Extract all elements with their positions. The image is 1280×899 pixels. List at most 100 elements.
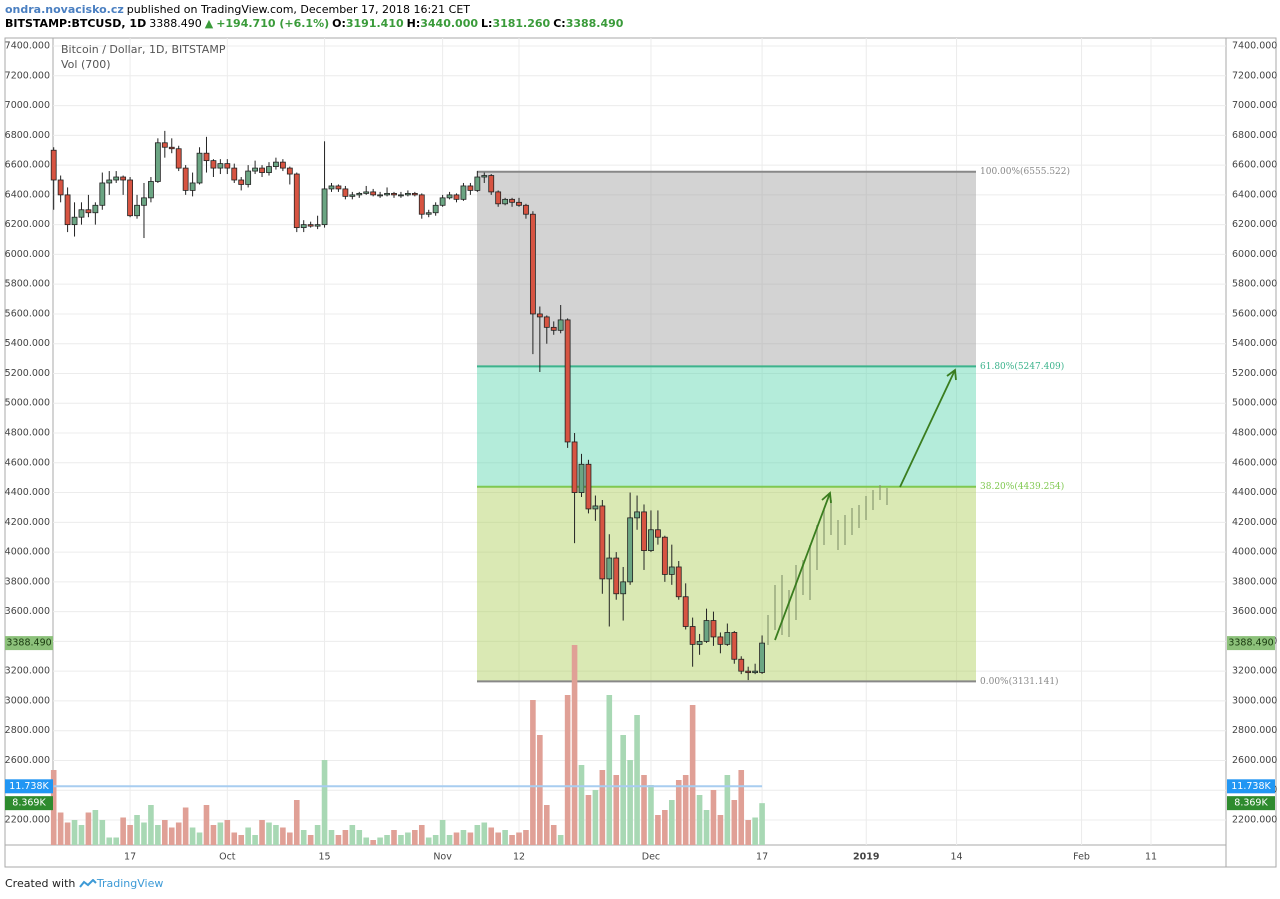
- y-tick-label: 6400.000: [5, 189, 50, 200]
- volume-bar: [127, 825, 133, 845]
- candle-body: [252, 167, 258, 172]
- volume-bar: [342, 830, 349, 845]
- volume-bar: [148, 805, 154, 845]
- volume-badge-bg: [1227, 796, 1275, 811]
- candle-body: [154, 142, 161, 182]
- y-tick-label-right: 3000.000: [1232, 695, 1277, 706]
- volume-bar: [682, 775, 689, 845]
- volume-bar: [141, 822, 147, 845]
- candle-body: [189, 182, 196, 191]
- y-tick-label: 6000.000: [5, 249, 50, 260]
- volume-bar: [710, 790, 717, 845]
- candle-body: [627, 517, 634, 583]
- volume-bar: [731, 800, 738, 845]
- candle-body: [759, 642, 765, 673]
- candle-body: [224, 163, 231, 169]
- volume-bar: [585, 795, 592, 845]
- volume-bar: [425, 837, 432, 845]
- author[interactable]: ondra.novacisko.cz: [5, 3, 124, 16]
- volume-bar: [523, 830, 529, 845]
- candle-body: [564, 319, 571, 443]
- volume-bar: [113, 837, 119, 845]
- volume-bar: [363, 837, 370, 845]
- candle-body: [418, 194, 425, 215]
- x-tick-label: 17: [124, 852, 136, 863]
- volume-bar: [405, 832, 411, 845]
- volume-bar: [50, 770, 57, 845]
- volume-bar: [196, 832, 203, 845]
- volume-bar: [231, 832, 238, 845]
- candle-body: [710, 620, 717, 638]
- candle-body: [286, 167, 293, 175]
- candles: [50, 130, 765, 681]
- y-tick-label-right: 6000.000: [1232, 249, 1277, 260]
- y-tick-label-right: 4400.000: [1232, 487, 1277, 498]
- candle-body: [411, 192, 418, 196]
- volume-bar: [203, 805, 210, 845]
- volume-bar: [182, 807, 189, 845]
- volume-ma-badge-bg: [5, 779, 53, 794]
- y-tick-label-right: 4600.000: [1232, 457, 1277, 468]
- volume-bar: [217, 822, 224, 845]
- x-tick-label: 11: [1145, 852, 1157, 863]
- volume-bar: [293, 800, 300, 845]
- volume-bar: [662, 810, 668, 845]
- chart: 100.00%(6555.522) 61.80%(5247.409) 38.20%(…: [4, 37, 1277, 868]
- candle-body: [613, 557, 620, 595]
- logo: [79, 878, 97, 888]
- candle-body: [661, 536, 668, 575]
- candle-body: [175, 148, 182, 169]
- y-tick-label: 7200.000: [5, 70, 50, 81]
- y-tick-label-right: 5200.000: [1232, 368, 1277, 379]
- volume-bar: [627, 760, 633, 845]
- candle-body: [370, 191, 377, 196]
- candle-body: [321, 188, 328, 226]
- candle-body: [398, 194, 404, 197]
- candle-body: [273, 161, 279, 167]
- price-badge: 3388.490: [6, 638, 51, 649]
- volume-bar: [432, 835, 439, 845]
- volume-bar: [599, 770, 606, 845]
- close: 3388.490: [565, 17, 624, 30]
- candle-body: [92, 204, 99, 214]
- volume-bar: [689, 705, 696, 845]
- candle-body: [634, 511, 640, 519]
- volume-bar: [287, 832, 293, 845]
- y-tick-label: 3000.000: [5, 695, 50, 706]
- volume-bar: [168, 827, 175, 845]
- header-line-1: ondra.novacisko.cz published on TradingVi…: [5, 3, 473, 16]
- candle-body: [64, 194, 71, 226]
- y-tick-label: 2200.000: [5, 814, 50, 825]
- y-tick-label-right: 7200.000: [1232, 70, 1277, 81]
- candle-body: [391, 192, 397, 196]
- candle-body: [50, 149, 57, 181]
- candle-body: [481, 175, 488, 178]
- candle-body: [182, 167, 189, 191]
- volume-bar: [335, 835, 342, 845]
- arrow: ▲: [204, 17, 214, 30]
- y-tick-label: 3200.000: [5, 666, 50, 677]
- candle-body: [557, 319, 564, 331]
- volume-badge-bg: [5, 796, 53, 811]
- candle-body: [356, 192, 363, 196]
- high: 3440.000: [420, 17, 479, 30]
- y-tick-label: 5000.000: [5, 398, 50, 409]
- header-line-2: BITSTAMP:BTCUSD, 1D 3388.490 ▲ +194.710 (+6…: [5, 17, 626, 30]
- x-tick-label: Nov: [433, 852, 452, 863]
- y-tick-label-right: 4200.000: [1232, 517, 1277, 528]
- candle-body: [127, 179, 133, 217]
- brand[interactable]: TradingView: [96, 877, 164, 890]
- candle-body: [113, 176, 120, 181]
- volume-bar: [162, 820, 168, 845]
- y-tick-label: 6800.000: [5, 130, 50, 141]
- fib-label: 38.20%(4439.254): [980, 481, 1064, 492]
- volume-bar: [759, 803, 765, 845]
- candle-body: [529, 213, 536, 315]
- volume-bar: [349, 825, 356, 845]
- candle-body: [446, 194, 453, 199]
- frame: [4, 37, 1277, 868]
- candle-body: [571, 441, 578, 493]
- volume-bars: [50, 645, 765, 845]
- volume-badge: 8.369K: [1234, 798, 1268, 809]
